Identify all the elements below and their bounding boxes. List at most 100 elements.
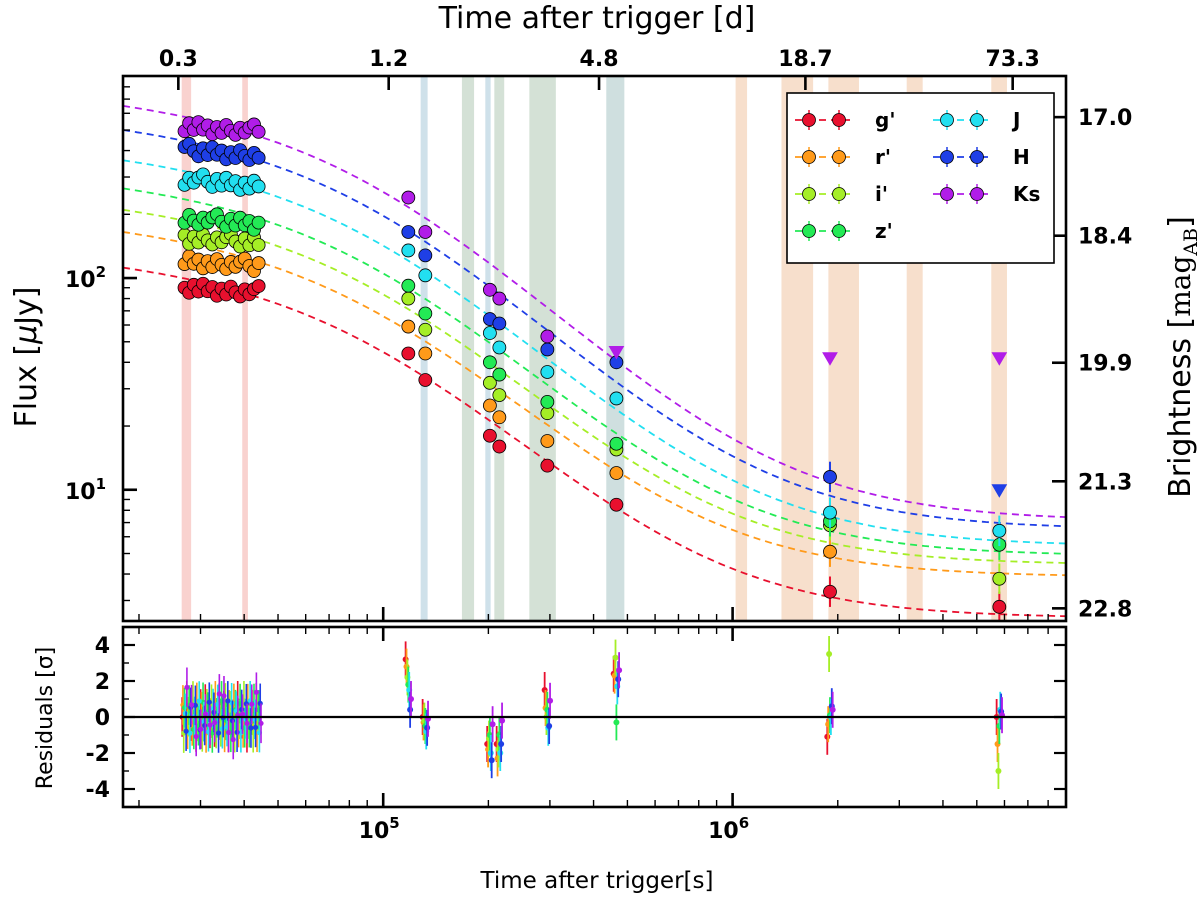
model-curve-z	[123, 187, 1066, 555]
right-mag-tick-label: 19.9	[1078, 352, 1132, 377]
observation-window-band	[181, 76, 192, 621]
residuals-axis-title: Residuals [σ]	[33, 647, 58, 789]
data-point-J	[418, 268, 433, 283]
brightness-title-close: ]	[1163, 216, 1198, 228]
data-point-J	[492, 340, 507, 355]
data-point-z	[401, 278, 416, 293]
data-point-i	[992, 571, 1007, 586]
residual-point-Ks	[184, 684, 190, 690]
data-point-r	[823, 544, 837, 559]
y-tick-exponent: 1	[96, 475, 106, 493]
legend-marker	[802, 150, 816, 164]
top-axis-title: Time after trigger [d]	[438, 1, 756, 36]
residual-point-Ks	[244, 720, 250, 727]
residual-point-H	[225, 698, 231, 704]
flux-title-post: Jy]	[9, 286, 44, 326]
residual-point-H	[498, 741, 505, 747]
res-y-tick-label: 2	[95, 670, 110, 695]
legend-label-H: H	[1013, 145, 1030, 169]
data-point-z	[609, 436, 624, 451]
data-point-g	[609, 497, 624, 512]
x-tick-exponent: 5	[389, 814, 399, 832]
top-tick-label: 73.3	[986, 47, 1040, 72]
data-point-H	[492, 316, 507, 331]
residual-point-Ks	[198, 726, 204, 732]
x-tick-base: 10	[708, 819, 739, 844]
residual-point-Ks	[202, 711, 209, 717]
residual-point-Ks	[829, 706, 836, 713]
upper-limit-Ks	[608, 345, 625, 360]
data-point-J	[401, 243, 416, 258]
data-point-z	[418, 306, 433, 321]
residual-point-Ks	[188, 702, 195, 708]
y-tick-base: 10	[65, 268, 96, 293]
x-tick-base: 10	[359, 819, 390, 844]
y-tick-label: 101	[65, 475, 106, 505]
residual-point-H	[252, 724, 259, 731]
data-point-g	[251, 279, 266, 293]
legend-box	[786, 92, 1055, 264]
right-mag-tick-label: 17.0	[1078, 106, 1132, 131]
brightness-title-pre: Brightness [	[1163, 317, 1198, 498]
legend-marker	[802, 187, 816, 201]
residual-point-i	[826, 651, 833, 657]
observation-window-band	[485, 76, 491, 621]
legend-label-g: g'	[875, 108, 895, 132]
legend-marker	[832, 113, 846, 127]
data-point-Ks	[401, 190, 416, 205]
model-curve-H	[123, 129, 1066, 528]
data-point-g	[823, 584, 837, 599]
data-point-i	[418, 322, 433, 337]
data-point-H	[418, 248, 433, 263]
residual-point-H	[192, 702, 198, 708]
legend-marker	[940, 150, 954, 164]
residual-point-H	[243, 701, 249, 707]
residual-point-i	[612, 654, 619, 661]
residual-point-J	[187, 730, 193, 736]
residual-point-H	[546, 723, 553, 729]
res-y-tick-label: 0	[95, 706, 110, 731]
data-point-r	[401, 319, 416, 334]
data-point-H	[823, 470, 837, 484]
data-point-r	[418, 346, 433, 361]
residual-point-Ks	[221, 693, 227, 699]
data-point-Ks	[418, 225, 433, 239]
y-tick-label: 102	[65, 263, 106, 293]
data-point-g	[418, 373, 433, 387]
data-point-i	[482, 375, 497, 390]
data-point-g	[401, 346, 416, 361]
res-y-tick-label: -4	[86, 778, 110, 803]
brightness-title-mag: mag	[1164, 256, 1197, 317]
data-point-J	[992, 523, 1007, 538]
residual-point-z	[613, 719, 620, 726]
legend: g' r' i' z' JH Ks	[786, 92, 1055, 264]
right-mag-tick-label: 18.4	[1078, 225, 1132, 250]
residual-point-H	[234, 729, 240, 735]
data-point-Ks	[492, 291, 507, 306]
residual-point-Ks	[258, 720, 264, 726]
legend-marker	[832, 187, 846, 201]
legend-marker	[970, 187, 984, 201]
flux-axis-title: Flux [μJy]	[9, 286, 44, 427]
residual-point-H	[488, 757, 495, 764]
data-point-Ks	[251, 124, 266, 139]
data-point-r	[492, 410, 507, 425]
data-point-J	[609, 391, 624, 406]
data-point-i	[401, 291, 416, 306]
res-y-tick-label: 4	[95, 634, 110, 659]
residual-point-Ks	[212, 719, 218, 726]
legend-label-z: z'	[875, 219, 893, 243]
upper-limit-Ks	[991, 352, 1008, 366]
upper-limit-H	[991, 484, 1008, 498]
flux-title-mu: μ	[9, 325, 44, 345]
data-point-J	[823, 505, 837, 520]
residual-point-Ks	[230, 736, 236, 743]
model-curve-i	[123, 208, 1066, 564]
residual-point-Ks	[249, 701, 255, 707]
residual-point-J	[182, 710, 188, 716]
data-point-r	[251, 256, 266, 270]
legend-marker	[802, 113, 816, 127]
flux-title-pre: Flux [	[9, 344, 44, 428]
top-tick-label: 0.3	[159, 47, 198, 72]
data-point-H	[401, 225, 416, 239]
